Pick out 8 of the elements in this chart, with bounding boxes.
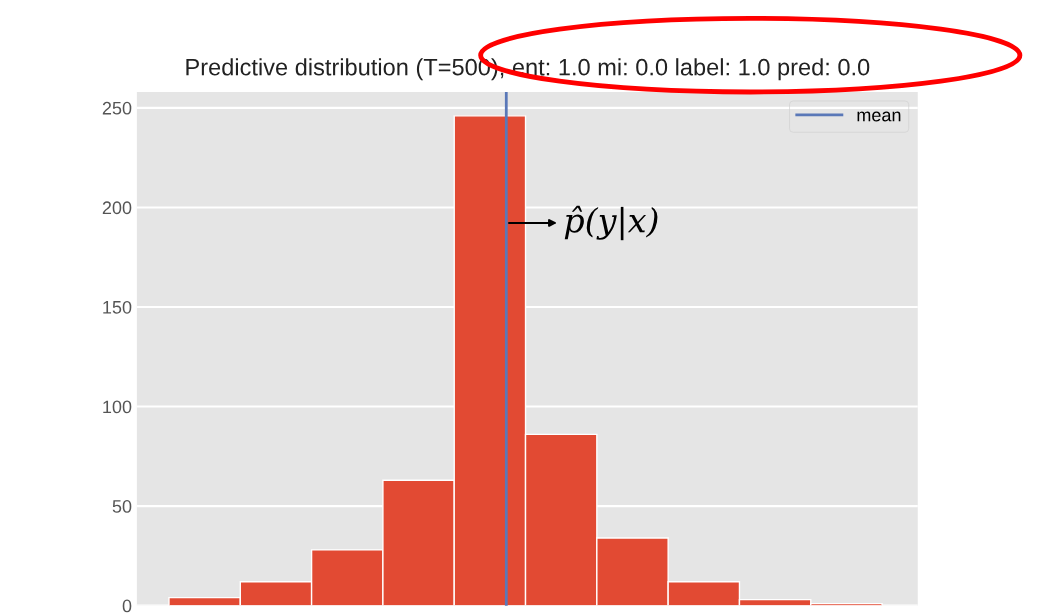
y-tick-label: 250	[102, 101, 132, 115]
y-tick-label: 200	[102, 201, 132, 215]
y-tick-label: 100	[103, 400, 132, 414]
y-tick-label: 50	[112, 500, 132, 513]
y-tick-label: 150	[103, 300, 132, 314]
y-tick-label: 0	[122, 599, 132, 613]
annotation: p̂(y|x)	[564, 205, 658, 241]
text: mean	[857, 111, 901, 122]
